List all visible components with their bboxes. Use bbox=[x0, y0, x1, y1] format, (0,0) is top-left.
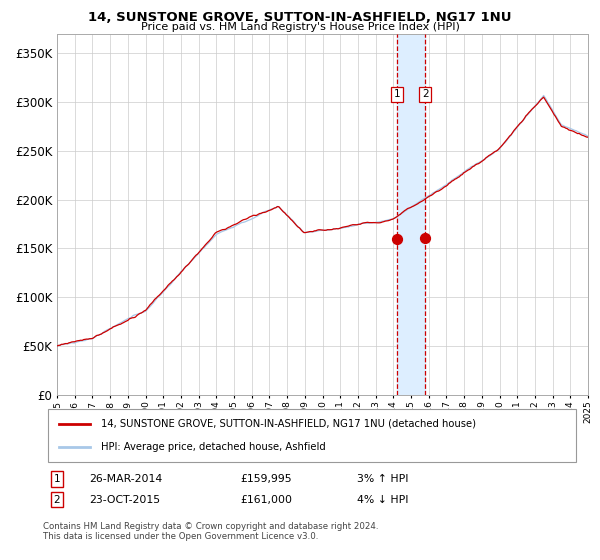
Point bbox=[392, 234, 402, 243]
Point bbox=[421, 233, 430, 242]
Text: 1: 1 bbox=[394, 89, 401, 99]
Text: £159,995: £159,995 bbox=[240, 474, 292, 484]
Text: 23-OCT-2015: 23-OCT-2015 bbox=[89, 494, 160, 505]
Text: HPI: Average price, detached house, Ashfield: HPI: Average price, detached house, Ashf… bbox=[101, 442, 326, 452]
Text: Contains HM Land Registry data © Crown copyright and database right 2024.
This d: Contains HM Land Registry data © Crown c… bbox=[43, 522, 379, 542]
Text: 14, SUNSTONE GROVE, SUTTON-IN-ASHFIELD, NG17 1NU (detached house): 14, SUNSTONE GROVE, SUTTON-IN-ASHFIELD, … bbox=[101, 419, 476, 429]
Text: 26-MAR-2014: 26-MAR-2014 bbox=[89, 474, 162, 484]
Text: 3% ↑ HPI: 3% ↑ HPI bbox=[357, 474, 409, 484]
Text: Price paid vs. HM Land Registry's House Price Index (HPI): Price paid vs. HM Land Registry's House … bbox=[140, 22, 460, 32]
Text: 2: 2 bbox=[53, 494, 61, 505]
Text: 2: 2 bbox=[422, 89, 428, 99]
Text: 1: 1 bbox=[53, 474, 61, 484]
Text: 14, SUNSTONE GROVE, SUTTON-IN-ASHFIELD, NG17 1NU: 14, SUNSTONE GROVE, SUTTON-IN-ASHFIELD, … bbox=[88, 11, 512, 24]
Bar bbox=[397, 34, 425, 395]
Text: £161,000: £161,000 bbox=[240, 494, 292, 505]
FancyBboxPatch shape bbox=[48, 409, 576, 462]
Text: 4% ↓ HPI: 4% ↓ HPI bbox=[357, 494, 409, 505]
